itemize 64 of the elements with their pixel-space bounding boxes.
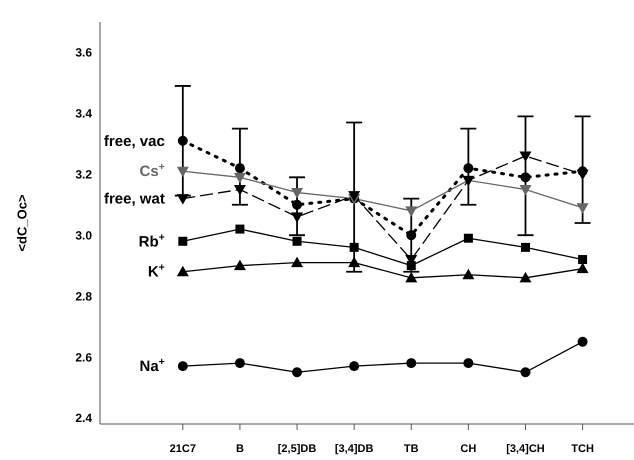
series-label: free, wat bbox=[104, 190, 165, 208]
x-tick-label: [3,4]DB bbox=[334, 442, 374, 455]
y-axis-title: <dC_Oc> bbox=[14, 194, 30, 252]
series-label: Na$^{+}$ bbox=[139, 356, 165, 376]
series-label: K$^{+}$ bbox=[148, 262, 165, 281]
point bbox=[234, 185, 246, 196]
point bbox=[234, 358, 245, 368]
point bbox=[578, 336, 588, 347]
point bbox=[463, 163, 474, 174]
point bbox=[519, 152, 532, 162]
y-tick-label: 3.4 bbox=[75, 106, 92, 121]
x-tick-label: TB bbox=[404, 442, 419, 455]
y-tick-label: 2.4 bbox=[75, 411, 92, 426]
point bbox=[462, 268, 474, 280]
point bbox=[234, 163, 245, 174]
point bbox=[291, 188, 304, 199]
point bbox=[234, 260, 246, 270]
point bbox=[291, 212, 304, 223]
point bbox=[348, 256, 360, 268]
point bbox=[235, 224, 244, 234]
point bbox=[578, 255, 588, 264]
x-tick-label: CH bbox=[460, 442, 476, 455]
point bbox=[406, 261, 416, 270]
point bbox=[178, 236, 188, 246]
point bbox=[406, 230, 416, 240]
point bbox=[292, 200, 302, 210]
point bbox=[178, 136, 188, 146]
point bbox=[405, 206, 418, 217]
y-tick-label: 2.8 bbox=[75, 289, 92, 304]
y-tick-label: 3.2 bbox=[75, 168, 92, 182]
point bbox=[292, 367, 302, 378]
point bbox=[519, 185, 532, 196]
point bbox=[520, 242, 530, 252]
point bbox=[464, 234, 473, 243]
series-label: Rb$^{+}$ bbox=[138, 231, 165, 250]
y-tick-label: 2.6 bbox=[75, 350, 92, 364]
point bbox=[292, 236, 302, 246]
point bbox=[291, 256, 304, 268]
point bbox=[520, 172, 530, 182]
point bbox=[176, 166, 189, 178]
point bbox=[519, 272, 532, 282]
point bbox=[576, 203, 589, 214]
point bbox=[520, 367, 530, 378]
x-tick-label: [2,5]DB bbox=[278, 442, 316, 455]
point bbox=[405, 272, 418, 282]
point bbox=[234, 172, 246, 184]
y-tick-label: 3.6 bbox=[75, 46, 92, 60]
point bbox=[176, 194, 189, 205]
y-tick-label: 3.0 bbox=[75, 228, 92, 242]
series-label: free, vac bbox=[104, 132, 165, 150]
point bbox=[406, 358, 416, 368]
point bbox=[176, 266, 189, 276]
x-tick-label: [3,4]CH bbox=[506, 442, 545, 455]
x-tick-label: B bbox=[236, 442, 244, 455]
point bbox=[348, 191, 360, 202]
point bbox=[463, 358, 474, 368]
point bbox=[350, 242, 359, 252]
x-tick-label: TCH bbox=[571, 442, 594, 455]
point bbox=[178, 361, 188, 372]
point bbox=[349, 361, 360, 372]
series-label: Cs$^{+}$ bbox=[139, 161, 165, 180]
x-tick-label: 21C7 bbox=[170, 442, 196, 455]
point bbox=[576, 170, 589, 180]
point bbox=[576, 262, 589, 274]
